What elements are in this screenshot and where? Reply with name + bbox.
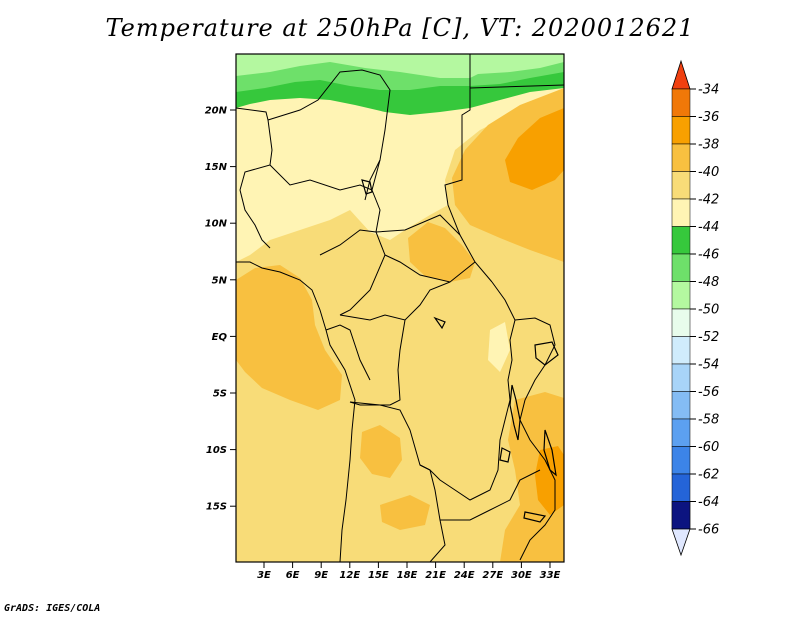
lat-label: 15N xyxy=(205,162,228,173)
border-drc-east xyxy=(419,281,516,501)
border-zambia xyxy=(440,469,541,521)
colorbar-label: -36 xyxy=(698,110,719,125)
colorbar-swatch xyxy=(671,281,691,310)
lon-label: 21E xyxy=(425,570,446,581)
lake-tanganyika xyxy=(509,384,521,441)
border-west-coast xyxy=(236,261,356,562)
map-frame xyxy=(235,53,565,563)
lon-label: 18E xyxy=(397,570,418,581)
border-congo xyxy=(339,281,451,406)
border-chad-east xyxy=(444,54,493,283)
lat-label: 5S xyxy=(213,389,227,400)
colorbar-label: -44 xyxy=(698,220,719,235)
lake-mweru xyxy=(499,447,511,463)
colorbar-label: -42 xyxy=(698,193,719,208)
colorbar-label: -58 xyxy=(698,413,719,428)
colorbar-label: -52 xyxy=(698,330,719,345)
chart-title: Temperature at 250hPa [C], VT: 202001262… xyxy=(105,14,695,42)
field-m42-patch xyxy=(488,322,510,372)
colorbar-swatch xyxy=(671,253,691,282)
field-m38-south xyxy=(380,495,430,530)
border-north-b xyxy=(267,69,391,233)
colorbar-swatch xyxy=(671,336,691,365)
colorbar-label: -62 xyxy=(698,468,719,483)
border-gabon xyxy=(325,324,371,381)
border-sahel xyxy=(239,189,271,249)
colorbar-bottom-arrow xyxy=(671,528,691,557)
field-m36-se xyxy=(535,446,564,515)
lake-victoria xyxy=(534,341,559,366)
colorbar-top-arrow xyxy=(671,59,691,90)
colorbar-swatch xyxy=(671,198,691,227)
lat-label: EQ xyxy=(212,332,228,343)
colorbar-swatch xyxy=(671,391,691,420)
lake-kariba xyxy=(523,511,547,523)
field-m38-west xyxy=(236,265,342,410)
colorbar: -34 -36 -38 -40 -42 -44 -46 -48 -50 -52 -54 -56 -58 -… xyxy=(671,59,719,557)
country-borders xyxy=(236,54,564,562)
colorbar-swatch xyxy=(671,363,691,392)
temperature-field xyxy=(236,54,564,562)
colorbar-label: -54 xyxy=(698,358,719,373)
colorbar-swatch xyxy=(671,473,691,502)
colorbar-label: -64 xyxy=(698,495,719,510)
colorbar-label: -34 xyxy=(698,83,719,98)
colorbar-label: -38 xyxy=(698,138,719,153)
field-m42-north xyxy=(236,54,564,262)
colorbar-label: -40 xyxy=(698,165,719,180)
field-m36-ne xyxy=(505,108,564,190)
border-car xyxy=(375,214,476,283)
field-m38-angola xyxy=(360,425,402,478)
colorbar-swatch xyxy=(671,226,691,255)
colorbar-swatch xyxy=(671,171,691,200)
longitude-ticks: 3E 6E 9E 12E 15E 18E 21E 24E 27E 30E 33E xyxy=(257,562,561,581)
border-angola xyxy=(349,401,446,562)
field-m48 xyxy=(236,54,564,78)
colorbar-swatch xyxy=(671,116,691,145)
credit-text: GrADS: IGES/COLA xyxy=(4,603,101,614)
latitude-ticks: 20N 15N 10N 5N EQ 5S 10S 15S xyxy=(205,106,236,513)
colorbar-swatch xyxy=(671,88,691,117)
lon-label: 27E xyxy=(482,570,503,581)
lat-label: 5N xyxy=(212,275,228,286)
colorbar-swatch-bottom xyxy=(671,501,691,530)
lon-label: 3E xyxy=(257,570,271,581)
lon-label: 6E xyxy=(286,570,300,581)
lake-chad xyxy=(361,179,373,195)
colorbar-swatch xyxy=(671,143,691,172)
lon-label: 12E xyxy=(339,570,360,581)
colorbar-label: -50 xyxy=(698,303,719,318)
colorbar-label: -46 xyxy=(698,248,719,263)
colorbar-label: -60 xyxy=(698,440,719,455)
lon-label: 15E xyxy=(368,570,389,581)
lon-label: 33E xyxy=(540,570,561,581)
border-nigeria xyxy=(269,164,373,191)
colorbar-swatch xyxy=(671,308,691,337)
field-m38-central xyxy=(408,222,475,282)
border-sudan xyxy=(469,84,564,89)
colorbar-label: -56 xyxy=(698,385,719,400)
colorbar-swatch xyxy=(671,418,691,447)
lat-label: 15S xyxy=(206,502,227,513)
lat-label: 20N xyxy=(205,106,228,117)
lakes xyxy=(361,179,559,523)
lake-malawi xyxy=(543,429,557,477)
lon-label: 30E xyxy=(511,570,532,581)
border-north-a xyxy=(236,107,273,191)
colorbar-label: -66 xyxy=(698,523,719,538)
colorbar-swatch xyxy=(671,446,691,475)
lon-label: 9E xyxy=(314,570,328,581)
colorbar-label: -48 xyxy=(698,275,719,290)
lat-label: 10N xyxy=(205,219,228,230)
lon-label: 24E xyxy=(454,570,475,581)
lat-label: 10S xyxy=(206,445,227,456)
lake-volta xyxy=(433,316,446,330)
